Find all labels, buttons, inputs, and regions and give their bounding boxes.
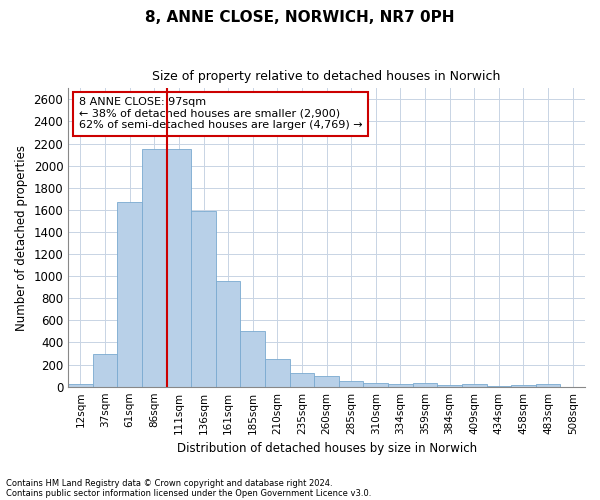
Bar [536,384,560,386]
Text: Contains public sector information licensed under the Open Government Licence v3: Contains public sector information licen… [6,488,371,498]
Bar [314,376,339,386]
Y-axis label: Number of detached properties: Number of detached properties [15,144,28,330]
Bar [265,359,290,386]
Bar [462,384,487,386]
Text: 8 ANNE CLOSE: 97sqm
← 38% of detached houses are smaller (2,900)
62% of semi-det: 8 ANNE CLOSE: 97sqm ← 38% of detached ho… [79,98,362,130]
X-axis label: Distribution of detached houses by size in Norwich: Distribution of detached houses by size … [176,442,476,455]
Bar [388,384,413,386]
Bar [142,149,167,386]
Title: Size of property relative to detached houses in Norwich: Size of property relative to detached ho… [152,70,501,83]
Bar [339,381,364,386]
Bar [68,384,93,386]
Bar [93,354,118,386]
Bar [216,280,241,386]
Bar [511,385,536,386]
Bar [118,202,142,386]
Bar [413,384,437,386]
Text: 8, ANNE CLOSE, NORWICH, NR7 0PH: 8, ANNE CLOSE, NORWICH, NR7 0PH [145,10,455,25]
Bar [437,385,462,386]
Bar [241,332,265,386]
Bar [191,211,216,386]
Bar [167,149,191,386]
Bar [290,374,314,386]
Bar [364,383,388,386]
Text: Contains HM Land Registry data © Crown copyright and database right 2024.: Contains HM Land Registry data © Crown c… [6,478,332,488]
